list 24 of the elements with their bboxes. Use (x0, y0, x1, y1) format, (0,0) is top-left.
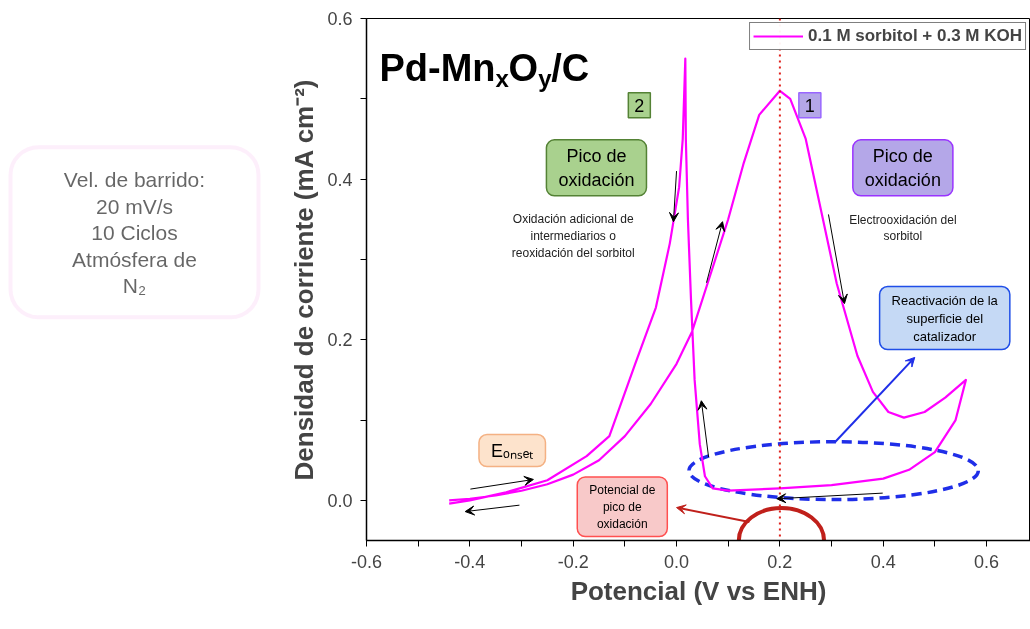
y-tick-label: 0.2 (327, 330, 353, 351)
x-tick-label: 0.2 (767, 551, 793, 572)
x-axis-title: Potencial (V vs ENH) (570, 575, 827, 606)
annotation: 1 (804, 95, 815, 116)
x-tick-label: 0.4 (870, 551, 896, 572)
annotation: 2 (634, 95, 645, 116)
x-tick-label: 0.0 (664, 551, 690, 572)
y-tick-label: 0.4 (327, 169, 353, 190)
legend-label: 0.1 M sorbitol + 0.3 M KOH (808, 26, 1022, 46)
x-tick-label: 0.6 (974, 551, 1000, 572)
annotation: Pico de oxidación (558, 145, 635, 190)
annotation: Pico de oxidación (864, 145, 941, 190)
x-tick-label: -0.2 (557, 551, 589, 572)
y-tick-label: 0.0 (327, 490, 353, 511)
annotation: Electrooxidación del sorbitol (849, 212, 957, 244)
annotation: Eₒₙₛₑₜ (490, 440, 534, 461)
annotation: Oxidación adicional de intermediarios o reoxidación del sorbitol (511, 212, 635, 260)
x-tick-label: -0.4 (454, 551, 486, 572)
annotation: Potencial de pico de oxidación (589, 482, 656, 531)
y-axis-title: Densidad de corriente (mA cm⁻²) (289, 79, 320, 481)
text: Vel. de barrido: 20 mV/s 10 Ciclos Atmósfera de N₂ (63, 168, 206, 298)
x-tick-label: -0.6 (350, 551, 383, 572)
y-tick-label: 0.6 (327, 9, 353, 29)
annotation: Reactivación de la superficie del catalizador (891, 292, 999, 344)
